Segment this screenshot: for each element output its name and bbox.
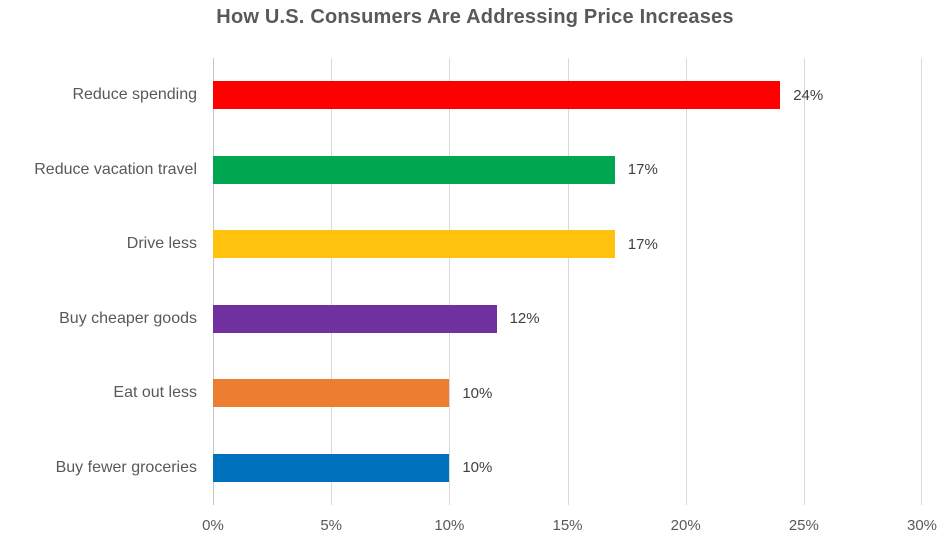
gridline-20pct — [685, 58, 687, 505]
bar-track: 10% — [213, 356, 922, 431]
x-tick-label: 10% — [434, 517, 465, 534]
x-tick-label: 20% — [670, 517, 701, 534]
value-label: 10% — [462, 384, 493, 402]
category-label: Reduce spending — [72, 86, 197, 104]
x-tick-label: 0% — [202, 517, 224, 534]
bar-reduce-vacation-travel — [213, 155, 615, 184]
bar-drive-less — [213, 230, 615, 259]
x-tick-label: 15% — [552, 517, 583, 534]
bar-track: 10% — [213, 431, 922, 506]
gridline-10pct — [449, 58, 451, 505]
category-label: Buy cheaper goods — [59, 309, 197, 327]
value-label: 10% — [462, 459, 493, 477]
x-axis: 0% 5% 10% 15% 20% 25% 30% — [202, 515, 937, 537]
gridline-0pct — [213, 58, 214, 505]
gridline-5pct — [331, 58, 333, 505]
chart-title: How U.S. Consumers Are Addressing Price … — [216, 6, 734, 28]
bar-track: 17% — [213, 207, 922, 282]
category-label: Eat out less — [113, 384, 197, 402]
bar-row: Buy cheaper goods 12% — [0, 282, 922, 357]
bar-row: Drive less 17% — [0, 207, 922, 282]
x-tick-label: 5% — [320, 517, 342, 534]
bar-row: Reduce spending 24% — [0, 58, 922, 133]
gridline-15pct — [567, 58, 569, 505]
gridline-30pct — [921, 58, 922, 505]
bar-row: Buy fewer groceries 10% — [0, 431, 922, 506]
plot-area — [213, 58, 922, 505]
x-tick-label: 30% — [906, 517, 938, 534]
value-label: 12% — [509, 310, 540, 328]
bar-buy-fewer-groceries — [213, 453, 450, 482]
category-label: Reduce vacation travel — [34, 160, 197, 178]
bar-row: Reduce vacation travel 17% — [0, 133, 922, 208]
bar-row: Eat out less 10% — [0, 356, 922, 431]
bar-track: 17% — [213, 133, 922, 208]
category-label: Drive less — [126, 235, 197, 253]
value-label: 17% — [627, 161, 658, 179]
bar-reduce-spending — [213, 81, 781, 110]
category-label: Buy fewer groceries — [55, 458, 197, 476]
value-label: 24% — [793, 86, 824, 104]
bar-buy-cheaper-goods — [213, 304, 497, 333]
gridline-25pct — [803, 58, 805, 505]
x-tick-label: 25% — [788, 517, 819, 534]
bar-eat-out-less — [213, 379, 450, 408]
bar-track: 12% — [213, 282, 922, 357]
bar-track: 24% — [213, 58, 922, 133]
value-label: 17% — [627, 235, 658, 253]
bar-rows: Reduce spending 24% Reduce vacation trav… — [0, 58, 922, 505]
